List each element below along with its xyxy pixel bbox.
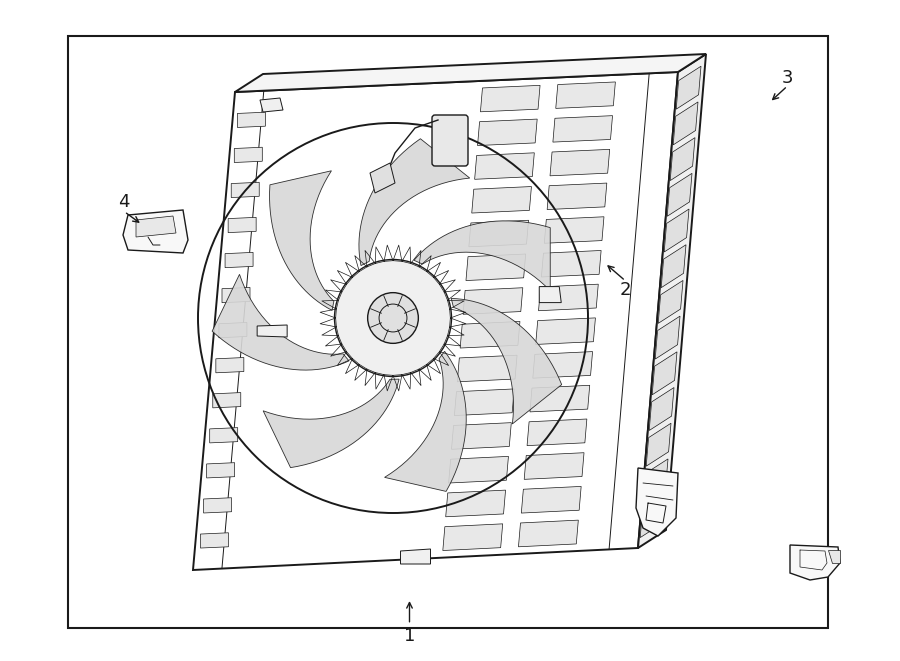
Polygon shape: [207, 463, 235, 478]
Polygon shape: [644, 459, 668, 502]
Polygon shape: [210, 428, 238, 443]
Polygon shape: [464, 288, 523, 314]
Polygon shape: [481, 85, 540, 112]
Polygon shape: [219, 323, 247, 338]
Polygon shape: [474, 153, 535, 179]
Polygon shape: [539, 287, 562, 303]
Polygon shape: [457, 355, 518, 382]
Polygon shape: [640, 494, 665, 537]
Polygon shape: [370, 163, 395, 193]
Polygon shape: [673, 102, 698, 145]
Polygon shape: [521, 486, 581, 513]
Polygon shape: [533, 352, 592, 378]
Polygon shape: [550, 149, 609, 176]
Circle shape: [335, 260, 452, 377]
Circle shape: [367, 293, 419, 343]
Polygon shape: [527, 419, 587, 446]
Polygon shape: [454, 389, 514, 416]
Polygon shape: [670, 137, 695, 180]
Text: 3: 3: [782, 69, 793, 87]
Polygon shape: [466, 254, 526, 280]
Polygon shape: [547, 183, 607, 210]
Polygon shape: [414, 221, 550, 291]
Text: 1: 1: [404, 627, 415, 645]
Polygon shape: [636, 468, 678, 536]
Polygon shape: [123, 210, 188, 253]
Text: 4: 4: [119, 192, 130, 211]
Polygon shape: [676, 66, 701, 109]
FancyBboxPatch shape: [432, 115, 468, 166]
Polygon shape: [270, 171, 334, 311]
Polygon shape: [228, 217, 256, 233]
Polygon shape: [828, 550, 840, 563]
Polygon shape: [664, 209, 689, 252]
Polygon shape: [658, 280, 683, 323]
Polygon shape: [556, 82, 616, 108]
Text: 2: 2: [620, 280, 631, 299]
Polygon shape: [263, 379, 399, 467]
Bar: [68, 36, 828, 628]
Polygon shape: [469, 220, 528, 247]
Polygon shape: [518, 520, 579, 547]
Polygon shape: [193, 72, 678, 570]
Polygon shape: [452, 422, 511, 449]
Polygon shape: [652, 352, 677, 395]
Polygon shape: [451, 299, 562, 424]
Polygon shape: [524, 453, 584, 479]
Polygon shape: [231, 182, 259, 198]
Polygon shape: [225, 253, 253, 268]
Polygon shape: [536, 318, 596, 344]
Polygon shape: [460, 321, 520, 348]
Polygon shape: [260, 98, 283, 112]
Polygon shape: [542, 251, 601, 277]
Polygon shape: [359, 139, 470, 266]
Polygon shape: [446, 490, 506, 517]
Polygon shape: [553, 116, 613, 142]
Polygon shape: [667, 173, 692, 216]
Polygon shape: [203, 498, 231, 513]
Polygon shape: [443, 524, 503, 551]
Polygon shape: [201, 533, 229, 548]
Polygon shape: [646, 423, 671, 466]
Polygon shape: [448, 456, 508, 483]
Polygon shape: [472, 186, 531, 213]
Polygon shape: [212, 393, 241, 408]
Polygon shape: [234, 147, 262, 163]
Polygon shape: [136, 216, 176, 237]
Polygon shape: [790, 545, 840, 580]
Polygon shape: [638, 54, 706, 548]
Polygon shape: [222, 288, 250, 303]
Polygon shape: [400, 549, 430, 564]
Polygon shape: [216, 358, 244, 373]
Polygon shape: [212, 274, 349, 370]
Polygon shape: [538, 284, 598, 311]
Polygon shape: [384, 352, 466, 491]
Polygon shape: [655, 316, 680, 359]
Polygon shape: [235, 54, 706, 92]
Polygon shape: [544, 217, 604, 243]
Polygon shape: [662, 245, 686, 288]
Polygon shape: [238, 112, 266, 128]
Polygon shape: [649, 387, 674, 430]
Polygon shape: [530, 385, 590, 412]
Polygon shape: [257, 325, 287, 337]
Polygon shape: [478, 119, 537, 145]
